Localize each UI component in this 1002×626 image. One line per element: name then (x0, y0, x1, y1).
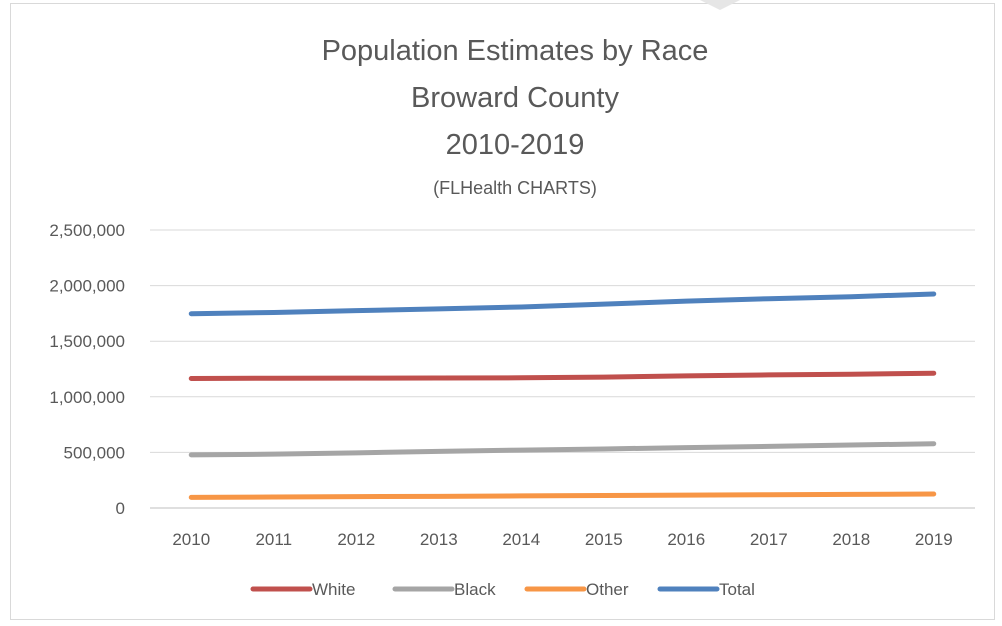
x-tick-label: 2014 (502, 530, 540, 549)
x-tick-label: 2015 (585, 530, 623, 549)
y-tick-label: 500,000 (64, 443, 125, 462)
x-tick-label: 2011 (255, 530, 292, 549)
legend-label-total: Total (719, 580, 755, 599)
series-line-white (188, 370, 937, 381)
chart-subtitle: (FLHealth CHARTS) (433, 178, 597, 198)
chart-title-line-3: 2010-2019 (446, 129, 585, 161)
legend-label-black: Black (454, 580, 496, 599)
series-line-black (188, 441, 937, 458)
legend-label-white: White (312, 580, 355, 599)
legend-label-other: Other (586, 580, 629, 599)
x-tick-label: 2018 (832, 530, 870, 549)
y-tick-label: 1,500,000 (49, 332, 125, 351)
x-tick-label: 2019 (915, 530, 953, 549)
y-tick-label: 2,000,000 (49, 277, 125, 296)
x-tick-label: 2016 (667, 530, 705, 549)
series-line-total (188, 291, 937, 317)
x-tick-label: 2010 (172, 530, 210, 549)
series-line-other (188, 491, 937, 500)
corner-notch (700, 0, 740, 10)
chart-frame (10, 3, 995, 620)
y-tick-label: 2,500,000 (49, 221, 125, 240)
y-tick-label: 0 (116, 499, 125, 518)
x-tick-label: 2012 (337, 530, 375, 549)
chart-title-line-1: Population Estimates by Race (322, 35, 709, 67)
x-tick-label: 2013 (420, 530, 458, 549)
y-tick-label: 1,000,000 (49, 388, 125, 407)
x-tick-label: 2017 (750, 530, 788, 549)
chart-title-line-2: Broward County (411, 82, 619, 114)
